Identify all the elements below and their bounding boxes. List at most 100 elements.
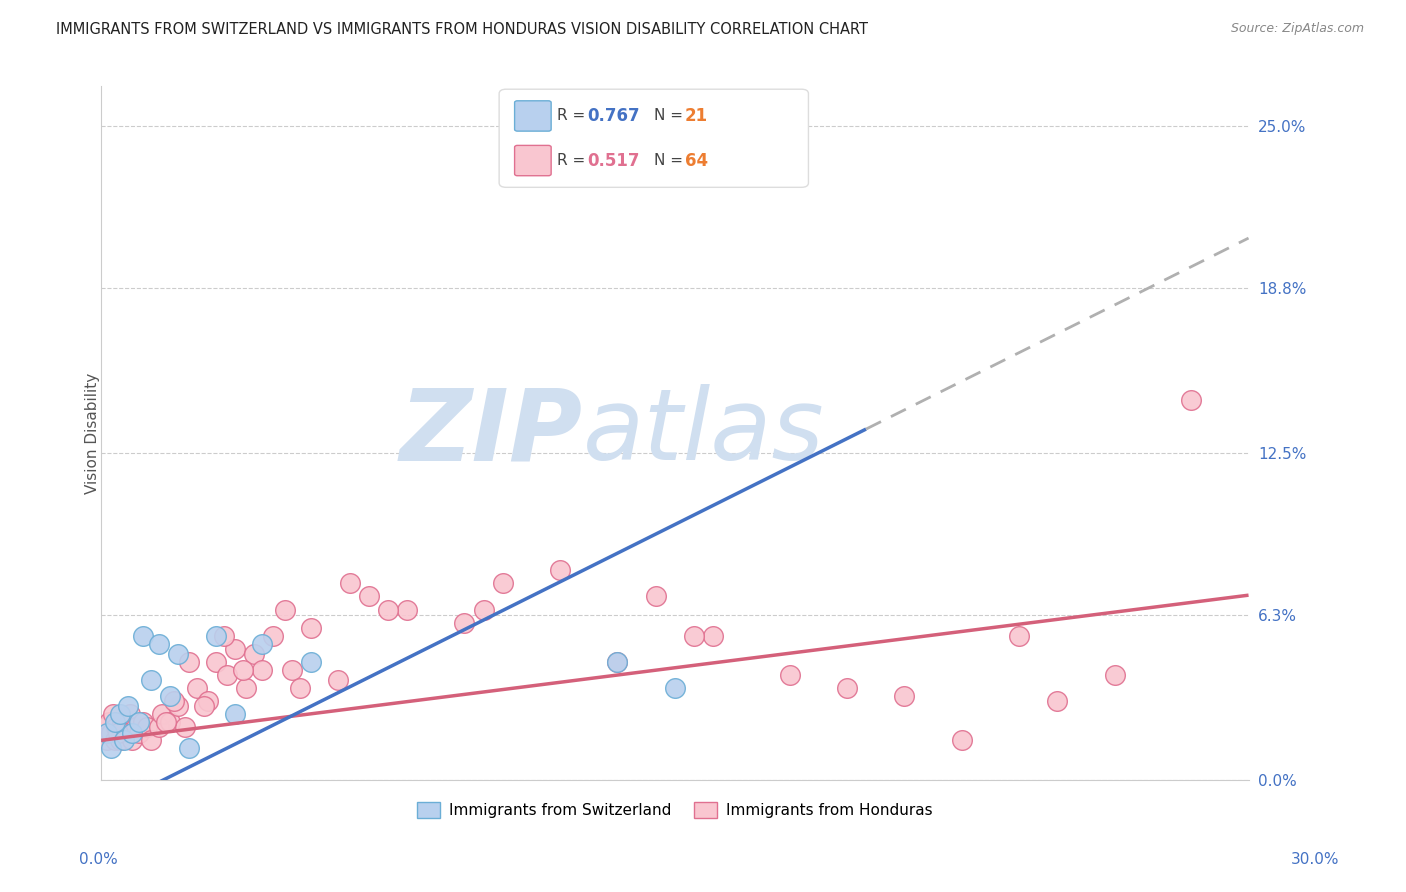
Point bbox=[205, 655, 228, 669]
Point bbox=[212, 629, 235, 643]
Text: R =: R = bbox=[557, 109, 591, 123]
Point bbox=[281, 663, 304, 677]
Point bbox=[235, 681, 257, 695]
Point bbox=[103, 733, 125, 747]
Point bbox=[121, 725, 143, 739]
Point bbox=[232, 663, 254, 677]
Point bbox=[377, 602, 399, 616]
Point bbox=[117, 699, 139, 714]
Point bbox=[110, 707, 132, 722]
Point bbox=[472, 602, 495, 616]
Point bbox=[112, 733, 135, 747]
Point bbox=[301, 655, 323, 669]
Point bbox=[139, 673, 162, 688]
Point bbox=[683, 629, 706, 643]
Point bbox=[101, 707, 124, 722]
Point bbox=[155, 714, 177, 729]
Point bbox=[128, 714, 150, 729]
Point bbox=[193, 699, 215, 714]
Point bbox=[96, 725, 118, 739]
Point bbox=[224, 641, 246, 656]
Point bbox=[112, 720, 135, 734]
Point bbox=[186, 681, 208, 695]
Point bbox=[950, 733, 973, 747]
Point bbox=[243, 647, 266, 661]
Point bbox=[548, 563, 571, 577]
Point bbox=[96, 733, 118, 747]
Point bbox=[148, 636, 170, 650]
Point bbox=[121, 733, 143, 747]
Point bbox=[177, 655, 200, 669]
Text: R =: R = bbox=[557, 153, 591, 168]
Point bbox=[110, 733, 132, 747]
Point bbox=[166, 699, 188, 714]
Point bbox=[128, 725, 150, 739]
Point bbox=[148, 720, 170, 734]
Point bbox=[328, 673, 350, 688]
Point bbox=[288, 681, 311, 695]
Text: N =: N = bbox=[654, 109, 688, 123]
Point bbox=[159, 689, 181, 703]
Point bbox=[1046, 694, 1069, 708]
Point bbox=[250, 636, 273, 650]
Point bbox=[132, 629, 155, 643]
Point bbox=[105, 720, 128, 734]
Point bbox=[166, 647, 188, 661]
Text: atlas: atlas bbox=[583, 384, 825, 482]
Point bbox=[136, 720, 159, 734]
Text: N =: N = bbox=[654, 153, 688, 168]
Point bbox=[224, 707, 246, 722]
Point bbox=[492, 576, 515, 591]
Point bbox=[97, 714, 120, 729]
Point bbox=[159, 714, 181, 729]
Point bbox=[1104, 668, 1126, 682]
Point bbox=[357, 590, 380, 604]
Point bbox=[124, 720, 146, 734]
Point bbox=[1180, 393, 1202, 408]
Point bbox=[606, 655, 628, 669]
Point bbox=[100, 725, 122, 739]
Point bbox=[835, 681, 858, 695]
Point bbox=[396, 602, 419, 616]
Point bbox=[94, 720, 117, 734]
Text: IMMIGRANTS FROM SWITZERLAND VS IMMIGRANTS FROM HONDURAS VISION DISABILITY CORREL: IMMIGRANTS FROM SWITZERLAND VS IMMIGRANT… bbox=[56, 22, 869, 37]
Text: 0.517: 0.517 bbox=[588, 152, 640, 169]
Point bbox=[139, 733, 162, 747]
Point bbox=[274, 602, 297, 616]
Point bbox=[250, 663, 273, 677]
Point bbox=[111, 714, 134, 729]
Point bbox=[118, 707, 141, 722]
Point bbox=[163, 694, 186, 708]
Point bbox=[779, 119, 801, 133]
Point bbox=[177, 741, 200, 756]
Point bbox=[197, 694, 219, 708]
Legend: Immigrants from Switzerland, Immigrants from Honduras: Immigrants from Switzerland, Immigrants … bbox=[411, 796, 939, 824]
Text: 0.0%: 0.0% bbox=[79, 852, 118, 867]
Point bbox=[174, 720, 197, 734]
Point bbox=[262, 629, 284, 643]
Point bbox=[644, 590, 666, 604]
Point bbox=[103, 714, 125, 729]
Text: Source: ZipAtlas.com: Source: ZipAtlas.com bbox=[1230, 22, 1364, 36]
Text: 30.0%: 30.0% bbox=[1291, 852, 1339, 867]
Point bbox=[150, 707, 173, 722]
Text: 0.767: 0.767 bbox=[588, 107, 640, 125]
Point bbox=[702, 629, 724, 643]
Point bbox=[779, 668, 801, 682]
Point bbox=[339, 576, 361, 591]
Text: 64: 64 bbox=[685, 152, 707, 169]
Text: ZIP: ZIP bbox=[401, 384, 583, 482]
Point bbox=[117, 725, 139, 739]
Point bbox=[217, 668, 239, 682]
Y-axis label: Vision Disability: Vision Disability bbox=[86, 372, 100, 493]
Point bbox=[100, 741, 122, 756]
Text: 21: 21 bbox=[685, 107, 707, 125]
Point bbox=[1008, 629, 1031, 643]
Point bbox=[205, 629, 228, 643]
Point bbox=[606, 655, 628, 669]
Point bbox=[664, 681, 686, 695]
Point bbox=[893, 689, 915, 703]
Point bbox=[453, 615, 475, 630]
Point bbox=[132, 714, 155, 729]
Point bbox=[301, 621, 323, 635]
